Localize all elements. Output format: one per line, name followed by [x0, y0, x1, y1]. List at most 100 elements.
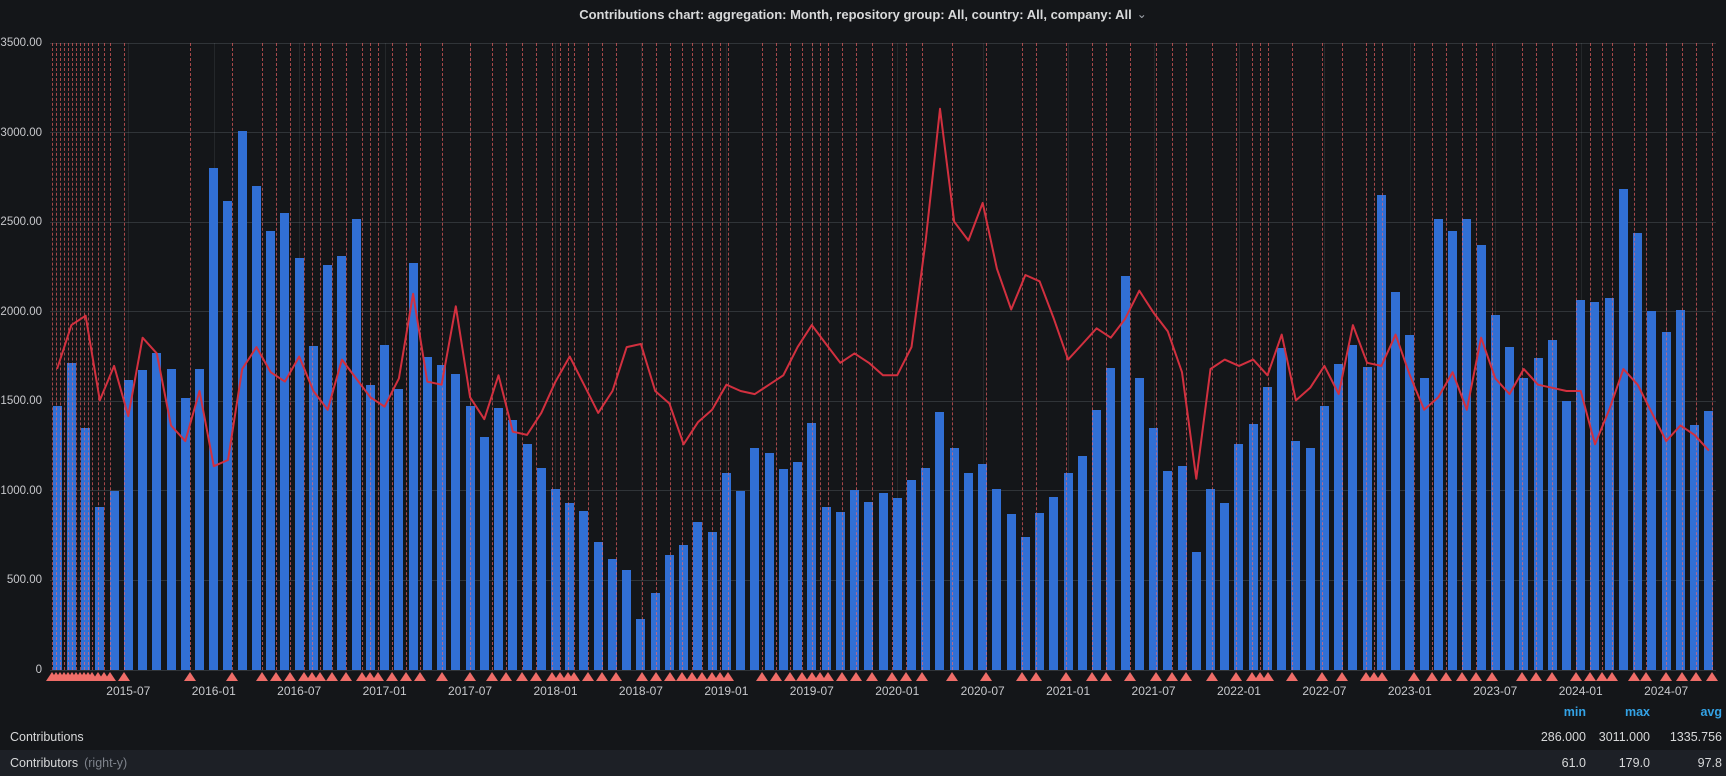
annotation-marker-icon[interactable] [1469, 672, 1482, 681]
annotation-marker-icon[interactable] [770, 672, 783, 681]
annotation-marker-icon[interactable] [283, 672, 296, 681]
annotation-marker-icon[interactable] [269, 672, 282, 681]
contribution-bar[interactable] [1348, 344, 1358, 670]
annotation-marker-icon[interactable] [485, 672, 498, 681]
annotation-marker-icon[interactable] [515, 672, 528, 681]
annotation-marker-icon[interactable] [756, 672, 769, 681]
annotation-line[interactable] [812, 43, 814, 670]
annotation-line[interactable] [776, 43, 778, 670]
annotation-marker-icon[interactable] [1166, 672, 1179, 681]
annotation-marker-icon[interactable] [1015, 672, 1028, 681]
annotation-marker-icon[interactable] [850, 672, 862, 681]
annotation-line[interactable] [1682, 43, 1683, 670]
annotation-line[interactable] [332, 43, 334, 670]
annotation-line[interactable] [1381, 43, 1383, 670]
contribution-bar[interactable] [978, 464, 988, 670]
contribution-bar[interactable] [1206, 489, 1215, 670]
annotation-marker-icon[interactable] [722, 672, 735, 681]
annotation-marker-icon[interactable] [255, 672, 268, 681]
annotation-line[interactable] [392, 43, 394, 670]
annotation-marker-icon[interactable] [1150, 672, 1163, 681]
annotation-marker-icon[interactable] [1286, 672, 1298, 681]
annotation-marker-icon[interactable] [1676, 672, 1688, 681]
annotation-marker-icon[interactable] [1367, 672, 1380, 681]
annotation-marker-icon[interactable] [1516, 672, 1529, 681]
annotation-line[interactable] [87, 43, 89, 670]
annotation-line[interactable] [303, 43, 305, 670]
annotation-line[interactable] [1590, 43, 1592, 670]
contribution-bar[interactable] [1590, 301, 1600, 670]
annotation-marker-icon[interactable] [885, 672, 898, 681]
annotation-line[interactable] [711, 43, 713, 670]
contribution-bar[interactable] [992, 489, 1002, 670]
annotation-marker-icon[interactable] [796, 672, 809, 681]
contribution-bar[interactable] [1704, 411, 1714, 670]
contribution-bar[interactable] [1220, 503, 1230, 670]
annotation-line[interactable] [655, 43, 657, 670]
contribution-bar[interactable] [494, 407, 504, 670]
annotation-line[interactable] [601, 43, 603, 670]
annotation-marker-icon[interactable] [1628, 672, 1641, 681]
annotation-line[interactable] [891, 43, 893, 670]
contribution-bar[interactable] [180, 397, 190, 670]
annotation-line[interactable] [1373, 43, 1375, 670]
contribution-bar[interactable] [109, 490, 119, 670]
contribution-bar[interactable] [323, 265, 333, 670]
contribution-bar[interactable] [95, 506, 105, 670]
contribution-bar[interactable] [850, 489, 860, 670]
annotation-marker-icon[interactable] [1584, 672, 1597, 681]
contribution-bar[interactable] [1576, 300, 1586, 670]
annotation-line[interactable] [1260, 43, 1262, 670]
annotation-line[interactable] [97, 43, 99, 670]
annotation-line[interactable] [1268, 43, 1269, 670]
contribution-bar[interactable] [1490, 315, 1500, 670]
contribution-bar[interactable] [1618, 189, 1628, 670]
contribution-bar[interactable] [622, 569, 632, 670]
contribution-bar[interactable] [664, 555, 674, 670]
contribution-bar[interactable] [408, 263, 418, 670]
contribution-bar[interactable] [1291, 440, 1301, 670]
annotation-marker-icon[interactable] [499, 672, 512, 681]
contribution-bar[interactable] [963, 472, 973, 670]
contribution-bar[interactable] [935, 412, 945, 670]
annotation-line[interactable] [691, 43, 693, 670]
annotation-marker-icon[interactable] [1100, 672, 1113, 681]
contribution-bar[interactable] [280, 213, 290, 670]
contribution-bar[interactable] [693, 522, 703, 670]
annotation-line[interactable] [1321, 43, 1323, 670]
annotation-marker-icon[interactable] [663, 672, 676, 681]
contribution-bar[interactable] [1262, 386, 1272, 670]
contribution-bar[interactable] [1305, 447, 1315, 670]
contribution-bar[interactable] [1177, 465, 1187, 670]
annotation-marker-icon[interactable] [866, 672, 878, 681]
contribution-bar[interactable] [123, 379, 133, 670]
contribution-bar[interactable] [138, 369, 148, 670]
contribution-bar[interactable] [1405, 335, 1415, 670]
annotation-line[interactable] [1092, 43, 1094, 670]
annotation-marker-icon[interactable] [356, 672, 369, 681]
annotation-line[interactable] [1292, 43, 1293, 670]
contribution-bar[interactable] [1035, 512, 1045, 670]
contribution-bar[interactable] [394, 388, 404, 670]
annotation-line[interactable] [370, 43, 372, 670]
annotation-line[interactable] [420, 43, 422, 670]
annotation-marker-icon[interactable] [822, 672, 835, 681]
contribution-bar[interactable] [921, 467, 931, 670]
contribution-bar[interactable] [550, 489, 560, 670]
annotation-line[interactable] [231, 43, 233, 670]
annotation-marker-icon[interactable] [297, 672, 310, 681]
annotation-marker-icon[interactable] [1660, 672, 1673, 681]
contribution-bar[interactable] [1077, 455, 1087, 670]
contribution-bar[interactable] [892, 498, 902, 670]
annotation-marker-icon[interactable] [463, 672, 476, 681]
contribution-bar[interactable] [166, 369, 176, 670]
annotation-line[interactable] [720, 43, 722, 670]
annotation-marker-icon[interactable] [326, 672, 339, 681]
annotation-line[interactable] [1365, 43, 1367, 670]
annotation-marker-icon[interactable] [529, 672, 542, 681]
contribution-bar[interactable] [195, 369, 204, 670]
annotation-line[interactable] [842, 43, 844, 670]
annotation-marker-icon[interactable] [1029, 672, 1042, 681]
annotation-line[interactable] [1106, 43, 1108, 670]
annotation-marker-icon[interactable] [806, 672, 819, 681]
